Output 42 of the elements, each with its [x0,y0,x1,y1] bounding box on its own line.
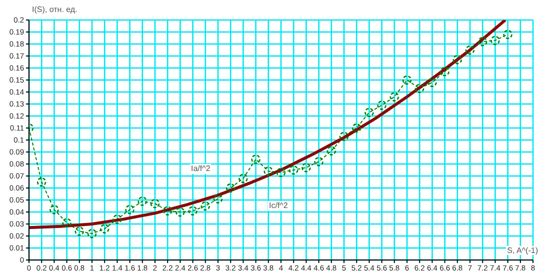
point [238,174,248,184]
point [200,201,210,211]
y-axis-title: I(S), отн. ед. [32,5,78,14]
point [428,78,437,88]
point [188,206,198,216]
point [390,92,400,102]
point [414,84,424,94]
point [440,66,450,76]
point [314,156,324,166]
point [100,224,110,234]
point [50,204,59,214]
point [36,177,46,187]
point [112,214,122,224]
point [326,146,336,156]
annotation: Ia/f^2 [190,164,212,174]
point [503,30,512,40]
point [226,183,236,193]
point [74,226,84,236]
point [264,166,274,176]
point [490,36,500,46]
point [478,36,488,46]
x-axis-title: S, A^(-1) [506,246,539,255]
point [138,196,148,206]
point [150,198,160,208]
point [62,218,72,228]
point [465,45,475,55]
point [162,206,172,216]
point [402,75,412,85]
point [125,204,134,214]
point [176,207,185,217]
point [213,194,223,204]
point [288,165,298,175]
point [276,168,286,178]
point [352,123,362,133]
point [452,54,462,64]
point [87,228,97,238]
point [302,162,311,172]
point [377,100,386,110]
point [251,154,260,164]
point [364,108,374,118]
point [339,132,349,142]
annotation: Ic/f^2 [268,201,289,211]
